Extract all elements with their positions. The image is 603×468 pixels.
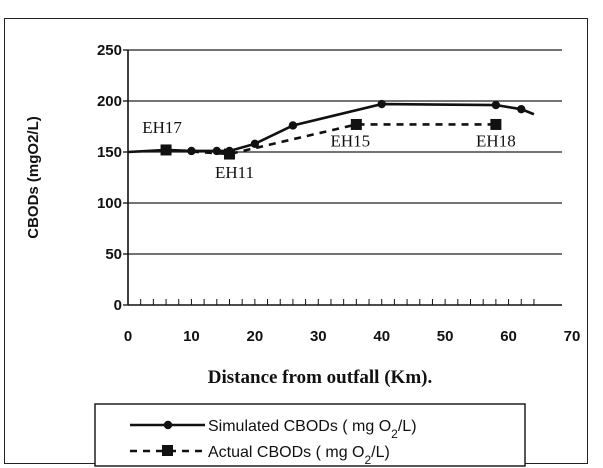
y-tick-label: 50 — [105, 246, 122, 263]
legend-actual-marker — [162, 445, 173, 456]
legend-label: Actual CBODs ( mg O2/L) — [208, 444, 390, 467]
x-axis-label: Distance from outfall (Km). — [208, 367, 432, 388]
y-tick-label: 0 — [114, 297, 122, 314]
x-tick-label: 40 — [373, 328, 390, 345]
y-tick-label: 150 — [97, 144, 122, 161]
actual-point — [223, 148, 235, 160]
simulated-point — [288, 121, 298, 130]
x-tick-label: 50 — [437, 328, 454, 345]
x-tick-label: 70 — [564, 328, 581, 345]
x-tick-label: 30 — [310, 328, 327, 345]
simulated-point — [491, 100, 501, 110]
simulated-point — [250, 139, 260, 149]
x-tick-label: 10 — [183, 328, 200, 345]
annotation-label: EH11 — [215, 163, 254, 182]
annotation-label: EH15 — [331, 131, 371, 150]
y-tick-label: 100 — [97, 195, 122, 212]
legend-label: Simulated CBODs ( mg O2/L) — [208, 418, 417, 441]
annotation-label: EH18 — [476, 131, 516, 150]
annotation-label: EH17 — [142, 118, 182, 137]
actual-point — [160, 144, 172, 156]
y-axis-label: CBODs (mgO2/L) — [25, 116, 42, 239]
actual-series-line — [165, 123, 496, 156]
legend-simulated-marker — [163, 420, 173, 430]
x-tick-label: 0 — [124, 328, 132, 345]
simulated-point — [187, 146, 196, 156]
actual-point — [490, 118, 502, 130]
simulated-point — [377, 99, 386, 109]
x-tick-label: 20 — [247, 328, 264, 345]
actual-point — [350, 118, 362, 130]
x-tick-label: 60 — [500, 328, 517, 345]
y-tick-label: 200 — [97, 93, 122, 110]
y-tick-label: 250 — [97, 42, 122, 59]
simulated-point — [517, 104, 526, 114]
